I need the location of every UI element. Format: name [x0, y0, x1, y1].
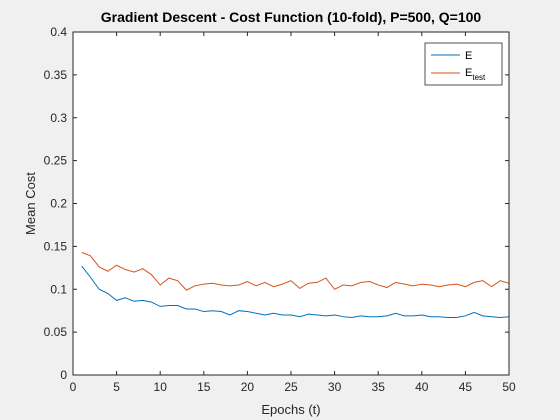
series-line-e-test — [81, 251, 510, 291]
y-axis-label: Mean Cost — [23, 172, 38, 235]
chart-title: Gradient Descent - Cost Function (10-fol… — [101, 9, 482, 25]
x-tick-label: 10 — [154, 380, 168, 394]
x-tick-label: 0 — [70, 380, 77, 394]
y-tick-label: 0.1 — [50, 282, 67, 296]
x-tick-label: 25 — [284, 380, 298, 394]
legend-label-e-test-main: E — [465, 67, 472, 79]
x-axis-label: Epochs (t) — [261, 402, 320, 417]
y-tick-label: 0 — [60, 368, 67, 382]
x-tick-label: 40 — [415, 380, 429, 394]
series-layer — [81, 251, 510, 319]
plot-area — [73, 32, 509, 375]
x-tick-label: 20 — [241, 380, 255, 394]
series-line-e — [81, 265, 510, 319]
y-tick-label: 0.05 — [44, 325, 68, 339]
x-tick-label: 5 — [113, 380, 120, 394]
x-axis-ticks: 0 5 10 15 20 25 30 35 40 45 50 — [70, 32, 516, 394]
y-tick-label: 0.4 — [50, 25, 67, 39]
legend-label-e: E — [465, 50, 472, 62]
y-tick-label: 0.2 — [50, 197, 67, 211]
x-tick-label: 30 — [328, 380, 342, 394]
x-tick-label: 35 — [372, 380, 386, 394]
y-tick-label: 0.35 — [44, 68, 68, 82]
y-tick-label: 0.25 — [44, 154, 68, 168]
y-tick-label: 0.15 — [44, 239, 68, 253]
y-tick-label: 0.3 — [50, 111, 67, 125]
legend-label-e-test-subscript: test — [472, 73, 486, 82]
legend: E Etest — [424, 42, 503, 86]
x-tick-label: 50 — [502, 380, 516, 394]
y-axis-ticks: 0 0.05 0.1 0.15 0.2 0.25 0.3 0.35 0.4 — [44, 25, 509, 382]
x-tick-label: 15 — [197, 380, 211, 394]
legend-label-e-main: E — [465, 50, 472, 62]
legend-box — [424, 42, 503, 86]
x-tick-label: 45 — [459, 380, 473, 394]
legend-label-e-test: Etest — [465, 67, 486, 82]
